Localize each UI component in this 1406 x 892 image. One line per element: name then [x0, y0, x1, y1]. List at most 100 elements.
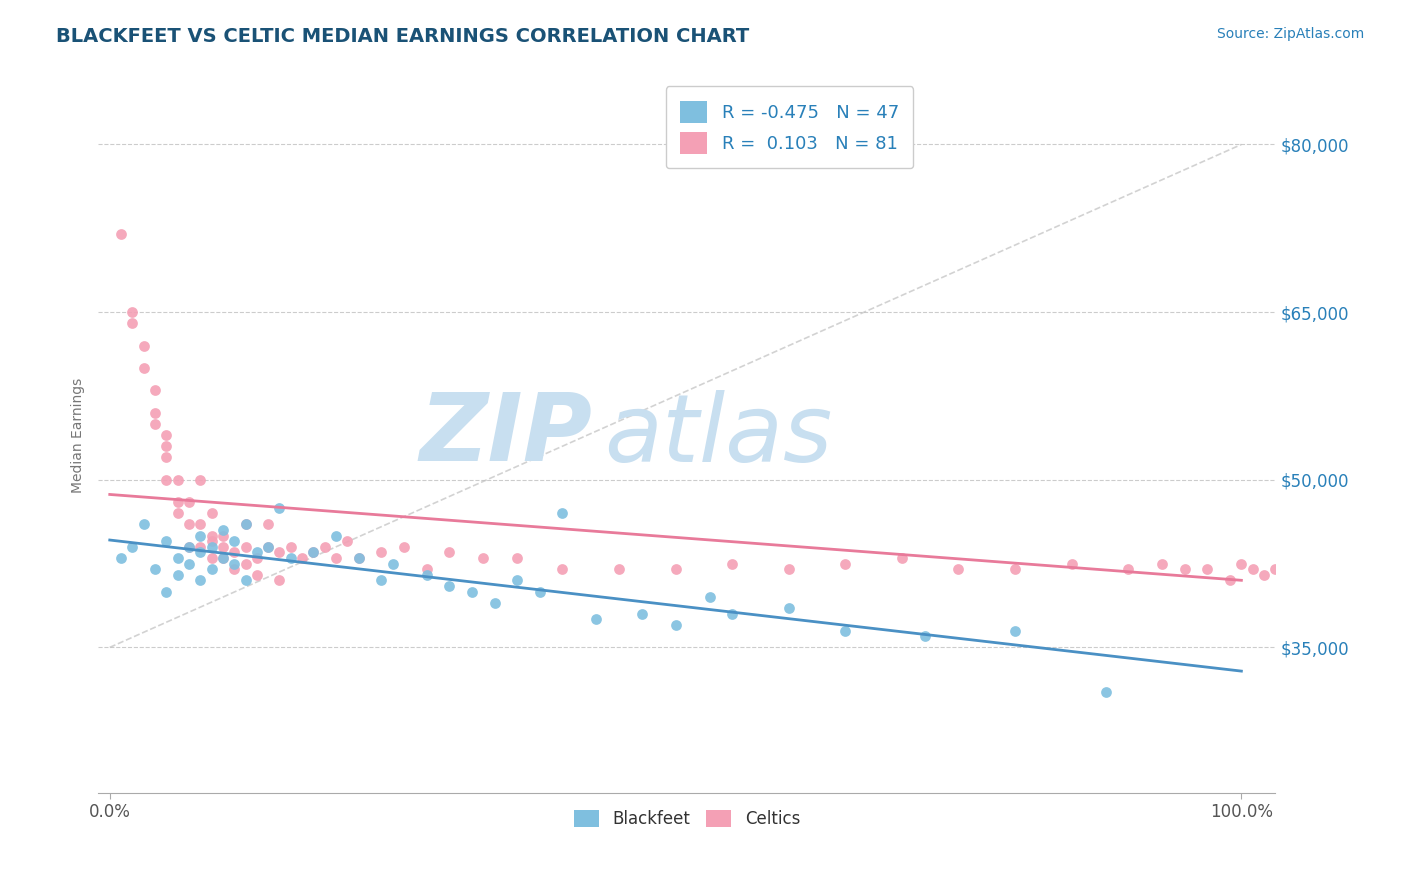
Point	[132, 517, 155, 532]
Point	[155, 450, 177, 465]
Point	[439, 579, 461, 593]
Point	[143, 562, 166, 576]
Point	[1354, 562, 1376, 576]
Point	[177, 540, 200, 554]
Point	[302, 545, 325, 559]
Point	[177, 495, 200, 509]
Point	[381, 557, 404, 571]
Point	[347, 551, 370, 566]
Text: Source: ZipAtlas.com: Source: ZipAtlas.com	[1216, 27, 1364, 41]
Point	[778, 601, 800, 615]
Point	[280, 551, 302, 566]
Point	[1298, 567, 1320, 582]
Point	[212, 528, 235, 542]
Point	[177, 517, 200, 532]
Point	[1275, 557, 1298, 571]
Point	[155, 428, 177, 442]
Point	[224, 545, 246, 559]
Point	[314, 540, 336, 554]
Point	[212, 523, 235, 537]
Point	[914, 629, 936, 643]
Point	[166, 495, 188, 509]
Point	[1343, 562, 1365, 576]
Point	[291, 551, 314, 566]
Point	[370, 574, 392, 588]
Point	[630, 607, 652, 621]
Point	[200, 551, 222, 566]
Point	[1331, 567, 1354, 582]
Point	[551, 562, 574, 576]
Point	[155, 473, 177, 487]
Point	[110, 551, 132, 566]
Point	[200, 528, 222, 542]
Point	[439, 545, 461, 559]
Point	[370, 545, 392, 559]
Point	[1004, 624, 1026, 638]
Point	[778, 562, 800, 576]
Point	[166, 506, 188, 520]
Point	[1152, 557, 1174, 571]
Point	[155, 584, 177, 599]
Point	[325, 551, 347, 566]
Point	[1241, 562, 1264, 576]
Point	[484, 596, 506, 610]
Point	[188, 574, 211, 588]
Point	[235, 574, 257, 588]
Point	[1004, 562, 1026, 576]
Point	[461, 584, 484, 599]
Point	[392, 540, 415, 554]
Point	[143, 384, 166, 398]
Point	[269, 500, 291, 515]
Point	[1116, 562, 1139, 576]
Point	[212, 551, 235, 566]
Point	[155, 534, 177, 549]
Point	[166, 473, 188, 487]
Point	[200, 562, 222, 576]
Point	[200, 540, 222, 554]
Point	[269, 574, 291, 588]
Point	[699, 590, 721, 604]
Point	[177, 557, 200, 571]
Point	[246, 567, 269, 582]
Point	[188, 540, 211, 554]
Point	[1219, 574, 1241, 588]
Point	[1378, 557, 1400, 571]
Point	[257, 540, 280, 554]
Text: BLACKFEET VS CELTIC MEDIAN EARNINGS CORRELATION CHART: BLACKFEET VS CELTIC MEDIAN EARNINGS CORR…	[56, 27, 749, 45]
Point	[834, 557, 856, 571]
Point	[280, 540, 302, 554]
Point	[1060, 557, 1083, 571]
Point	[607, 562, 630, 576]
Point	[347, 551, 370, 566]
Point	[664, 562, 686, 576]
Point	[200, 534, 222, 549]
Point	[325, 528, 347, 542]
Point	[177, 540, 200, 554]
Point	[1094, 685, 1116, 699]
Point	[212, 551, 235, 566]
Point	[890, 551, 912, 566]
Point	[212, 540, 235, 554]
Point	[1286, 562, 1309, 576]
Point	[336, 534, 359, 549]
Legend: Blackfeet, Celtics: Blackfeet, Celtics	[567, 803, 807, 834]
Point	[121, 316, 143, 330]
Point	[664, 618, 686, 632]
Point	[472, 551, 495, 566]
Point	[1309, 562, 1331, 576]
Point	[143, 406, 166, 420]
Point	[246, 545, 269, 559]
Point	[188, 473, 211, 487]
Point	[188, 545, 211, 559]
Point	[948, 562, 970, 576]
Point	[721, 557, 744, 571]
Point	[415, 562, 437, 576]
Point	[155, 439, 177, 453]
Point	[529, 584, 551, 599]
Point	[188, 528, 211, 542]
Point	[257, 540, 280, 554]
Point	[1253, 567, 1275, 582]
Point	[506, 551, 529, 566]
Point	[121, 305, 143, 319]
Point	[224, 557, 246, 571]
